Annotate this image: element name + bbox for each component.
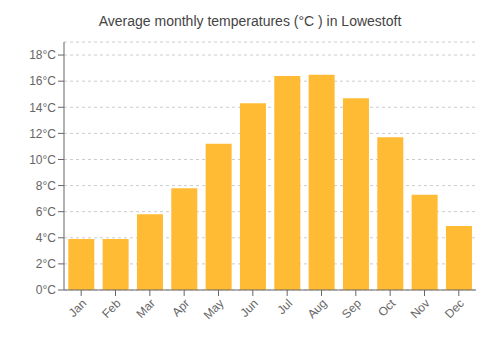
svg-text:Apr: Apr bbox=[169, 296, 192, 319]
svg-text:2°C: 2°C bbox=[36, 257, 56, 271]
svg-text:Dec: Dec bbox=[442, 296, 467, 321]
svg-text:Mar: Mar bbox=[133, 296, 158, 321]
svg-text:Oct: Oct bbox=[375, 296, 399, 320]
svg-text:Jan: Jan bbox=[66, 296, 90, 320]
svg-text:6°C: 6°C bbox=[36, 205, 56, 219]
svg-text:10°C: 10°C bbox=[29, 153, 56, 167]
svg-text:Jun: Jun bbox=[237, 296, 261, 320]
svg-text:18°C: 18°C bbox=[29, 48, 56, 62]
svg-text:12°C: 12°C bbox=[29, 127, 56, 141]
svg-text:14°C: 14°C bbox=[29, 101, 56, 115]
html-text:Average monthly temperatures (: Average monthly temperatures (°C ) in Lo… bbox=[98, 13, 402, 29]
svg-text:Jul: Jul bbox=[275, 296, 296, 317]
svg-text:4°C: 4°C bbox=[36, 231, 56, 245]
svg-text:Feb: Feb bbox=[99, 296, 124, 321]
svg-text:8°C: 8°C bbox=[36, 179, 56, 193]
svg-text:May: May bbox=[201, 296, 227, 322]
svg-text:Sep: Sep bbox=[339, 296, 364, 321]
svg-text:Nov: Nov bbox=[408, 296, 433, 321]
svg-text:Aug: Aug bbox=[305, 296, 330, 321]
svg-text:16°C: 16°C bbox=[29, 74, 56, 88]
svg-text:0°C: 0°C bbox=[36, 283, 56, 297]
